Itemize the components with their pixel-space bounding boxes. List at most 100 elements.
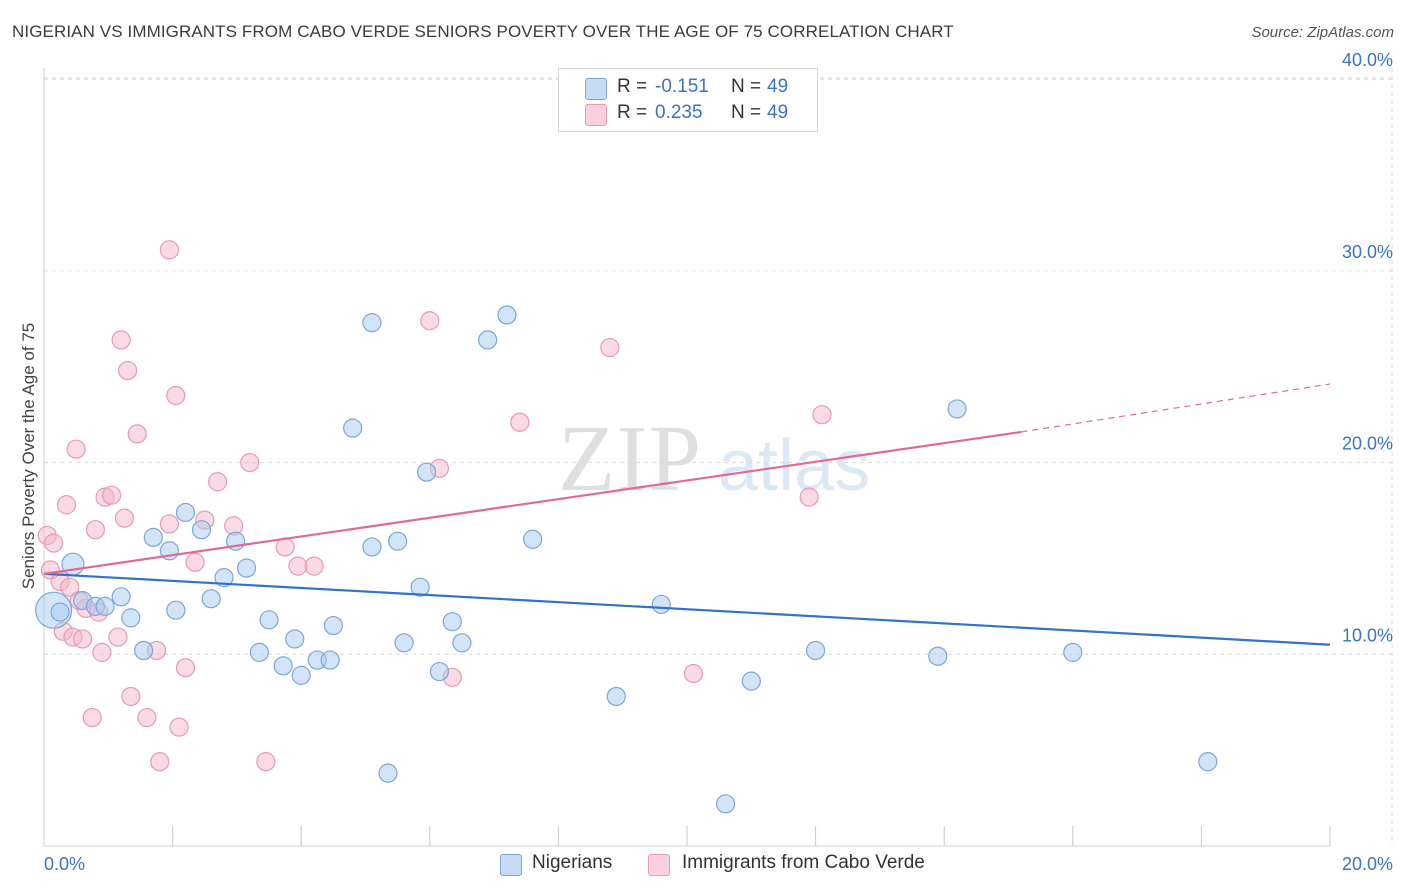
point-nigerian — [111, 587, 131, 607]
bottom-legend-swatch-pink — [648, 854, 670, 876]
tick-labels: 10.0% 20.0% 30.0% 40.0% 0.0% 20.0% — [44, 50, 1393, 874]
point-nigerian — [523, 529, 543, 549]
point-nigerian — [201, 589, 221, 609]
point-nigerian — [273, 656, 293, 676]
trend-line-cabo-verde-extension — [1021, 383, 1331, 433]
legend-r-value: 0.235 — [655, 102, 703, 123]
legend-swatch-blue — [585, 78, 607, 100]
point-nigerian — [166, 600, 186, 620]
point-nigerian — [95, 596, 115, 616]
legend-n-label: N = — [731, 102, 762, 123]
point-cabo-verde — [175, 658, 196, 678]
point-cabo-verde — [240, 453, 260, 473]
point-cabo-verde — [600, 337, 620, 358]
point-nigerian — [285, 629, 305, 649]
point-cabo-verde — [114, 508, 134, 528]
legend-swatch-pink — [585, 104, 607, 126]
point-cabo-verde — [304, 556, 324, 576]
axes — [43, 68, 1331, 847]
grid-lines — [44, 68, 1393, 846]
point-cabo-verde — [60, 577, 80, 597]
point-cabo-verde — [72, 629, 93, 649]
point-nigerian — [362, 313, 382, 333]
y-tick-label: 10.0% — [1342, 625, 1393, 645]
point-nigerian — [214, 568, 234, 588]
chart-title: NIGERIAN VS IMMIGRANTS FROM CABO VERDE S… — [12, 22, 954, 41]
point-nigerian — [497, 305, 517, 325]
point-cabo-verde — [799, 487, 819, 507]
legend-n-value: 49 — [767, 76, 789, 97]
point-cabo-verde — [92, 642, 112, 662]
point-nigerian — [452, 633, 472, 653]
point-nigerian — [1198, 752, 1218, 772]
point-nigerian — [394, 633, 414, 653]
series-cabo-verde-points — [37, 240, 832, 772]
point-nigerian — [1063, 642, 1083, 662]
point-cabo-verde — [44, 533, 64, 553]
point-nigerian — [410, 577, 430, 597]
point-nigerian — [378, 763, 398, 783]
legend-n-label: N = — [731, 76, 762, 97]
point-cabo-verde — [121, 686, 141, 707]
bottom-legend-swatch-blue — [500, 854, 522, 876]
x-tick-label: 20.0% — [1342, 854, 1393, 874]
point-cabo-verde — [169, 717, 189, 737]
watermark-zip: ZIP — [558, 407, 702, 511]
legend-n-value: 49 — [767, 102, 789, 123]
y-tick-label: 20.0% — [1342, 434, 1393, 454]
point-nigerian — [121, 608, 141, 628]
point-nigerian — [651, 594, 671, 615]
point-cabo-verde — [150, 752, 170, 772]
legend-box: R = -0.151 N = 49 R = 0.235 N = 49 — [558, 68, 818, 132]
point-cabo-verde — [117, 360, 138, 381]
trend-lines — [43, 383, 1331, 646]
legend-r-label: R = — [617, 102, 648, 123]
point-cabo-verde — [420, 311, 440, 331]
point-nigerian — [388, 531, 408, 551]
y-axis-label: Seniors Poverty Over the Age of 75 — [19, 323, 38, 589]
point-nigerian — [320, 650, 340, 670]
trend-line-cabo-verde — [43, 430, 1022, 575]
point-cabo-verde — [101, 485, 122, 505]
legend-r-value: -0.151 — [655, 76, 709, 97]
point-nigerian — [191, 520, 212, 540]
point-nigerian — [343, 418, 363, 438]
point-nigerian — [143, 527, 163, 547]
bottom-legend-label: Nigerians — [532, 852, 613, 873]
point-cabo-verde — [85, 520, 106, 540]
point-cabo-verde — [82, 707, 102, 728]
point-nigerian — [236, 558, 257, 578]
point-cabo-verde — [137, 707, 157, 728]
point-cabo-verde — [812, 405, 832, 425]
trend-line-nigerians — [43, 572, 1331, 646]
point-cabo-verde — [127, 424, 147, 444]
point-cabo-verde — [56, 495, 77, 515]
point-nigerian — [61, 552, 85, 576]
point-nigerian — [416, 462, 437, 482]
point-nigerian — [442, 612, 462, 632]
source-label: Source: ZipAtlas.com — [1251, 24, 1394, 41]
x-tick-label: 0.0% — [44, 854, 85, 874]
point-cabo-verde — [185, 552, 205, 572]
point-cabo-verde — [159, 240, 179, 260]
point-nigerian — [429, 661, 450, 682]
point-nigerian — [947, 399, 967, 419]
point-nigerian — [606, 686, 626, 707]
point-nigerian — [715, 794, 736, 814]
point-nigerian — [362, 537, 382, 557]
point-cabo-verde — [288, 556, 308, 576]
point-cabo-verde — [111, 330, 131, 350]
point-nigerian — [175, 502, 196, 523]
point-nigerian — [291, 665, 311, 685]
point-cabo-verde — [108, 627, 128, 647]
y-tick-label: 40.0% — [1342, 50, 1393, 70]
point-cabo-verde — [166, 385, 186, 406]
point-nigerian — [50, 602, 70, 622]
bottom-legend-label: Immigrants from Cabo Verde — [682, 852, 925, 873]
point-cabo-verde — [256, 752, 276, 772]
point-nigerian — [805, 640, 826, 661]
y-tick-label: 30.0% — [1342, 242, 1393, 262]
point-cabo-verde — [683, 663, 704, 684]
point-cabo-verde — [66, 439, 86, 459]
